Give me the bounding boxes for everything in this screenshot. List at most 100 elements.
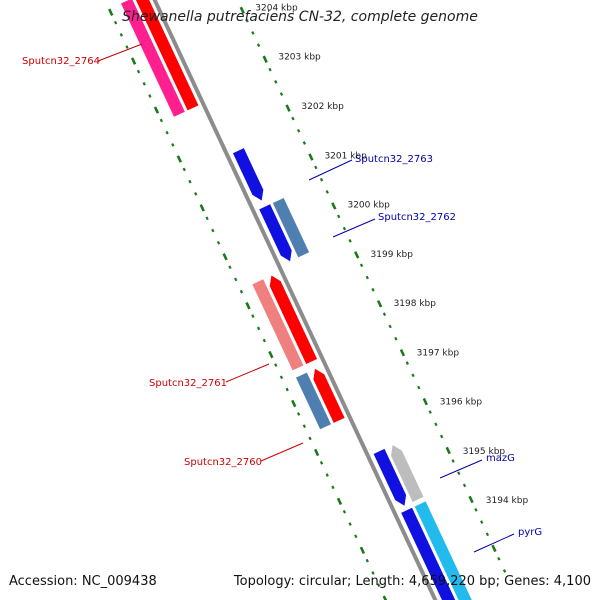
- gene-label-leader: [332, 218, 376, 238]
- gene-feature-reverse: [295, 372, 332, 430]
- gene-label: mazG: [486, 453, 515, 464]
- tick-mark: [354, 534, 358, 539]
- gene-label: Sputcn32_2761: [149, 378, 227, 389]
- tick-mark: [268, 67, 272, 72]
- tick-mark: [205, 216, 209, 221]
- tick-mark: [394, 336, 398, 341]
- gene-feature-forward: [232, 148, 264, 201]
- tick-mark: [417, 385, 421, 390]
- tick-rail: [108, 8, 388, 600]
- tick-mark: [422, 397, 428, 406]
- tick-mark: [234, 277, 238, 282]
- gene-features: [121, 0, 472, 600]
- tick-mark: [331, 485, 335, 490]
- gene-feature-forward: [272, 197, 310, 258]
- tick-mark: [285, 104, 291, 112]
- gene-label-group: Sputcn32_2762: [332, 212, 456, 238]
- gene-feature-reverse: [313, 368, 345, 423]
- tick-mark: [474, 508, 478, 512]
- tick-mark: [251, 314, 255, 318]
- map-title: Shewanella putrefaciens CN-32, complete …: [122, 9, 478, 25]
- tick-mark: [376, 300, 383, 308]
- tick-mark: [188, 179, 192, 184]
- tick-mark: [359, 546, 366, 555]
- tick-mark: [148, 94, 152, 98]
- tick-mark: [319, 177, 324, 182]
- tick-label: 3201 kbp: [324, 151, 367, 161]
- gene-label-group: Sputcn32_2764: [22, 43, 143, 67]
- tick-mark: [434, 422, 438, 427]
- tick-mark: [262, 338, 266, 343]
- tick-mark: [337, 214, 341, 219]
- tick-mark: [279, 375, 284, 380]
- tick-mark: [274, 363, 278, 367]
- tick-mark: [480, 520, 484, 524]
- tick-mark: [256, 43, 261, 48]
- tick-mark: [245, 18, 249, 23]
- tick-mark: [136, 69, 141, 74]
- tick-mark: [302, 141, 306, 145]
- tick-mark: [268, 350, 274, 359]
- gene-label-group: pyrG: [473, 527, 542, 553]
- tick-label: 3195 kbp: [463, 447, 506, 457]
- tick-label: 3202 kbp: [301, 102, 344, 112]
- tick-mark: [348, 239, 352, 243]
- tick-mark: [399, 348, 406, 357]
- gene-label-group: mazG: [439, 453, 515, 479]
- gene-feature-reverse: [121, 0, 185, 117]
- tick-mark: [451, 459, 455, 463]
- tick-label: 3199 kbp: [371, 250, 414, 260]
- tick-mark: [325, 473, 329, 477]
- tick-mark: [445, 446, 451, 455]
- tick-mark: [119, 33, 123, 37]
- accession-text: Accession: NC_009438: [9, 574, 157, 589]
- tick-label: 3204 kbp: [255, 3, 298, 13]
- tick-mark: [308, 436, 312, 441]
- tick-mark: [348, 522, 352, 526]
- tick-mark: [342, 226, 347, 231]
- gene-feature-reverse: [135, 0, 199, 111]
- tick-mark: [125, 45, 129, 49]
- gene-feature-forward: [401, 507, 456, 600]
- tick-label: 3198 kbp: [394, 299, 437, 309]
- gene-feature-forward: [414, 501, 472, 600]
- tick-label: 3200 kbp: [347, 201, 390, 211]
- tick-label: 3196 kbp: [440, 398, 483, 408]
- tick-mark: [228, 265, 232, 270]
- tick-mark: [468, 495, 474, 504]
- tick-label: 3194 kbp: [486, 496, 529, 506]
- tick-mark: [365, 558, 369, 563]
- gene-feature-reverse: [269, 275, 318, 365]
- tick-mark: [296, 412, 301, 416]
- tick-mark: [411, 373, 415, 378]
- tick-mark: [342, 509, 347, 514]
- tick-mark: [251, 31, 255, 35]
- tick-mark: [199, 204, 205, 212]
- tick-mark: [359, 263, 364, 268]
- backbone: [152, 0, 438, 600]
- tick-mark: [285, 387, 289, 392]
- tick-mark: [171, 143, 175, 147]
- tick-mark: [211, 228, 215, 233]
- tick-mark: [274, 80, 278, 84]
- tick-mark: [491, 544, 497, 553]
- tick-mark: [222, 253, 228, 261]
- gene-label-leader: [473, 533, 515, 553]
- gene-feature-forward: [391, 445, 424, 502]
- tick-mark: [216, 240, 221, 245]
- gene-feature-forward: [373, 448, 407, 506]
- tick-mark: [308, 153, 314, 161]
- backbone-line: [152, 0, 438, 600]
- tick-mark: [245, 301, 251, 310]
- tick-mark: [176, 155, 183, 163]
- tick-mark: [279, 92, 284, 96]
- tick-mark: [319, 461, 324, 465]
- tick-mark: [256, 326, 261, 331]
- tick-mark: [159, 118, 163, 123]
- gene-labels: Sputcn32_2764 Sputcn32_2763 Sputcn32_2762 S…: [22, 43, 542, 553]
- gene-label-leader: [225, 363, 270, 383]
- gene-label-leader: [260, 442, 304, 462]
